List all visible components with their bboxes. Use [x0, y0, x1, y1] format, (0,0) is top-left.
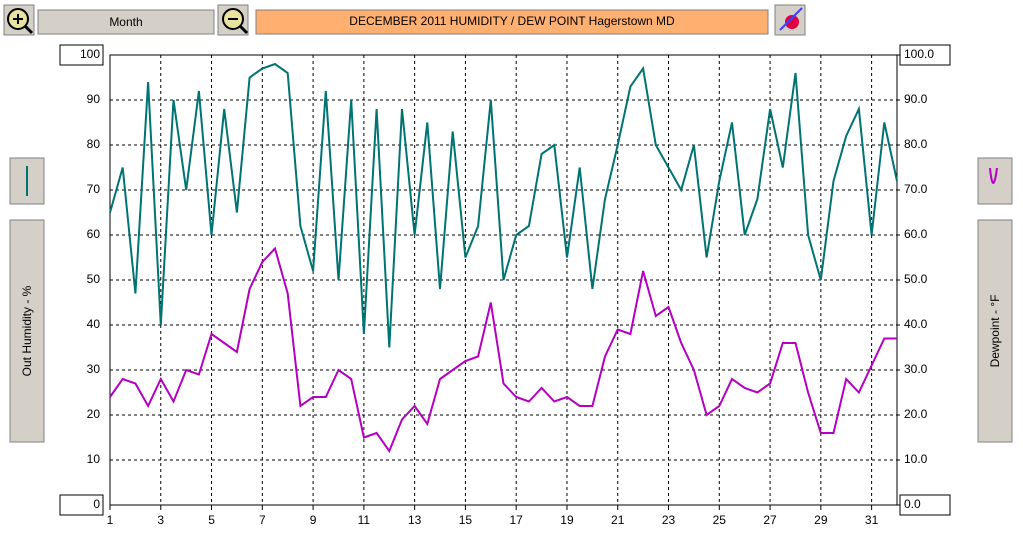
y2-tick-label: 10.0 [904, 452, 928, 466]
x-tick-label: 5 [208, 513, 215, 527]
y2-label-panel [977, 219, 1013, 443]
x-tick-label: 9 [310, 513, 317, 527]
y-tick-label: 50 [87, 272, 101, 286]
x-tick-label: 23 [662, 513, 676, 527]
x-tick-label: 31 [865, 513, 879, 527]
y2-tick-label: 90.0 [904, 92, 928, 106]
y2-tick-label: 70.0 [904, 182, 928, 196]
y2-tick-label: 30.0 [904, 362, 928, 376]
y2-tick-label: 100.0 [904, 47, 934, 61]
y2-tick-label: 0.0 [904, 497, 921, 511]
x-tick-label: 17 [510, 513, 524, 527]
y-tick-box [59, 494, 104, 516]
y-tick-label: 100 [80, 47, 100, 61]
zoom-in-button[interactable] [3, 4, 35, 36]
y-tick-label: 90 [87, 92, 101, 106]
y-tick-label: 20 [87, 407, 101, 421]
y2-tick-label: 80.0 [904, 137, 928, 151]
title-box [255, 9, 769, 35]
period-label: Month [109, 15, 142, 29]
y-tick-box [59, 44, 104, 66]
x-tick-label: 13 [408, 513, 422, 527]
y-tick-label: 0 [93, 497, 100, 511]
y2-tick-label: 60.0 [904, 227, 928, 241]
period-button[interactable]: Month [37, 9, 215, 35]
y-tick-label: 70 [87, 182, 101, 196]
y2-tick-label: 40.0 [904, 317, 928, 331]
series-line [109, 246, 897, 454]
humidity-legend-button[interactable] [9, 157, 45, 205]
x-tick-label: 3 [157, 513, 164, 527]
x-tick-label: 29 [814, 513, 828, 527]
x-tick-label: 19 [560, 513, 574, 527]
settings-button[interactable] [774, 4, 806, 36]
y-axis-label: Out Humidity - % [20, 285, 34, 376]
dewpoint-legend-button[interactable] [977, 157, 1013, 205]
y-tick-label: 30 [87, 362, 101, 376]
x-tick-label: 27 [763, 513, 777, 527]
y-tick-label: 60 [87, 227, 101, 241]
y-label-panel [9, 219, 45, 443]
y2-axis-label: Dewpoint - °F [988, 295, 1002, 368]
y2-tick-label: 20.0 [904, 407, 928, 421]
y-tick-label: 10 [87, 452, 101, 466]
zoom-out-button[interactable] [217, 4, 249, 36]
y-tick-label: 80 [87, 137, 101, 151]
x-tick-label: 21 [611, 513, 625, 527]
y-tick-label: 40 [87, 317, 101, 331]
series-line [109, 62, 898, 348]
x-tick-label: 15 [459, 513, 473, 527]
x-tick-label: 11 [358, 513, 371, 527]
chart-title: DECEMBER 2011 HUMIDITY / DEW POINT Hager… [349, 14, 675, 28]
x-tick-label: 7 [259, 513, 266, 527]
y2-tick-label: 50.0 [904, 272, 928, 286]
x-tick-label: 25 [713, 513, 727, 527]
x-tick-label: 1 [107, 513, 114, 527]
